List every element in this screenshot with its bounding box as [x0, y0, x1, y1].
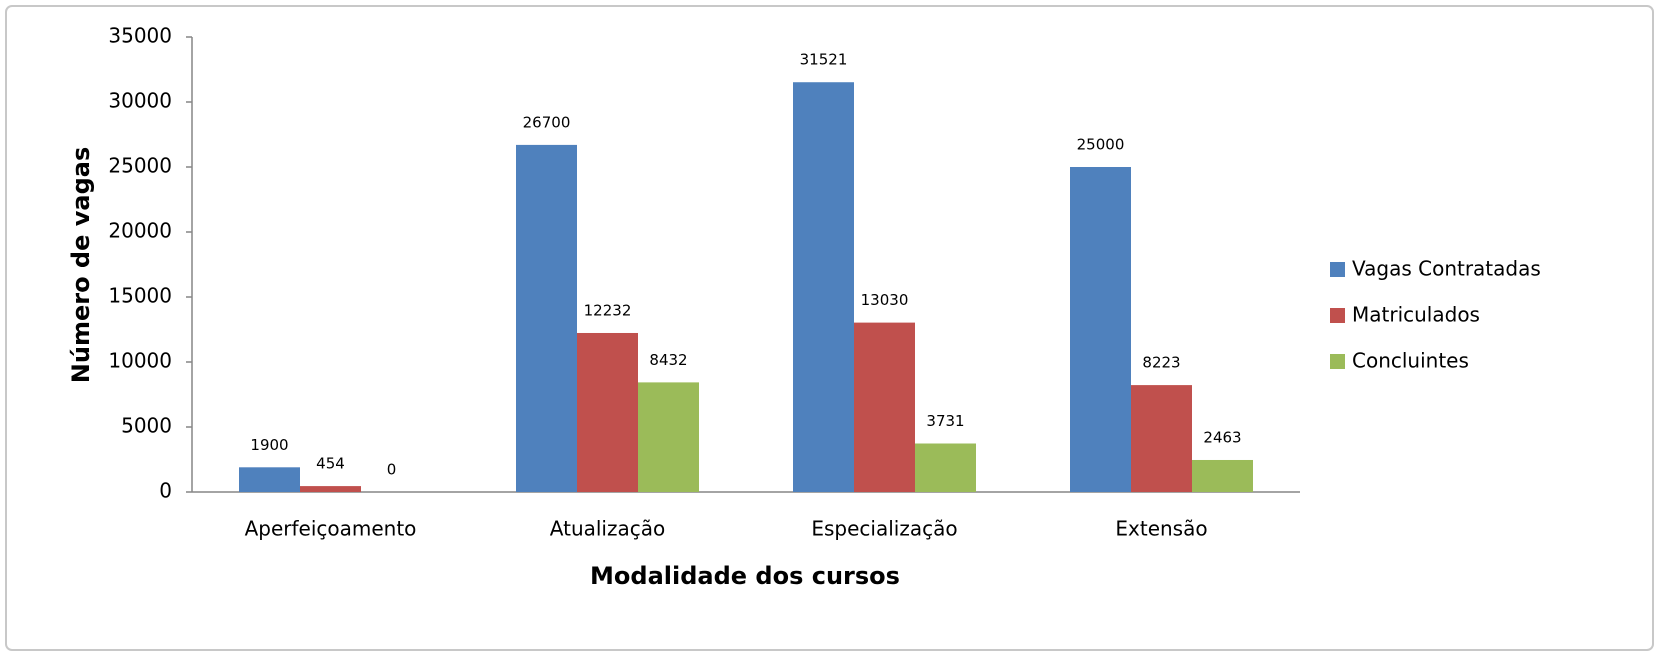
bar [854, 322, 915, 492]
y-tick-label: 15000 [108, 284, 172, 308]
bar [915, 443, 976, 492]
y-tick-label: 35000 [108, 24, 172, 48]
y-tick-label: 30000 [108, 89, 172, 113]
bar [300, 486, 361, 492]
legend-label: Matriculados [1352, 303, 1480, 327]
y-tick-label: 25000 [108, 154, 172, 178]
bar [1131, 385, 1192, 492]
y-tick-label: 0 [159, 479, 172, 503]
data-label: 8223 [1142, 354, 1180, 372]
data-label: 8432 [649, 351, 687, 369]
legend-label: Concluintes [1352, 349, 1469, 373]
x-axis-title: Modalidade dos cursos [590, 562, 900, 590]
data-label: 3731 [926, 412, 964, 430]
bar [638, 382, 699, 492]
data-label: 454 [316, 455, 345, 473]
data-label: 25000 [1077, 136, 1125, 154]
data-label: 0 [387, 461, 397, 479]
bar [1070, 167, 1131, 492]
data-label: 13030 [861, 291, 909, 309]
legend-swatch [1330, 262, 1345, 277]
legend-label: Vagas Contratadas [1352, 257, 1541, 281]
data-label: 26700 [523, 113, 571, 131]
data-label: 31521 [800, 51, 848, 69]
y-axis-title: Número de vagas [67, 147, 95, 383]
bar [239, 467, 300, 492]
x-tick-label: Atualização [550, 517, 665, 541]
x-tick-label: Extensão [1115, 517, 1207, 541]
bar [577, 332, 638, 492]
data-label: 2463 [1203, 428, 1241, 446]
legend-swatch [1330, 354, 1345, 369]
x-tick-label: Aperfeiçoamento [245, 517, 417, 541]
x-tick-label: Especialização [811, 517, 957, 541]
legend-swatch [1330, 308, 1345, 323]
data-label: 12232 [584, 301, 632, 319]
y-tick-label: 20000 [108, 219, 172, 243]
data-label: 1900 [250, 436, 288, 454]
bar [1192, 459, 1253, 492]
bar [516, 144, 577, 492]
bar [793, 82, 854, 493]
y-tick-label: 10000 [108, 349, 172, 373]
y-tick-label: 5000 [121, 414, 172, 438]
